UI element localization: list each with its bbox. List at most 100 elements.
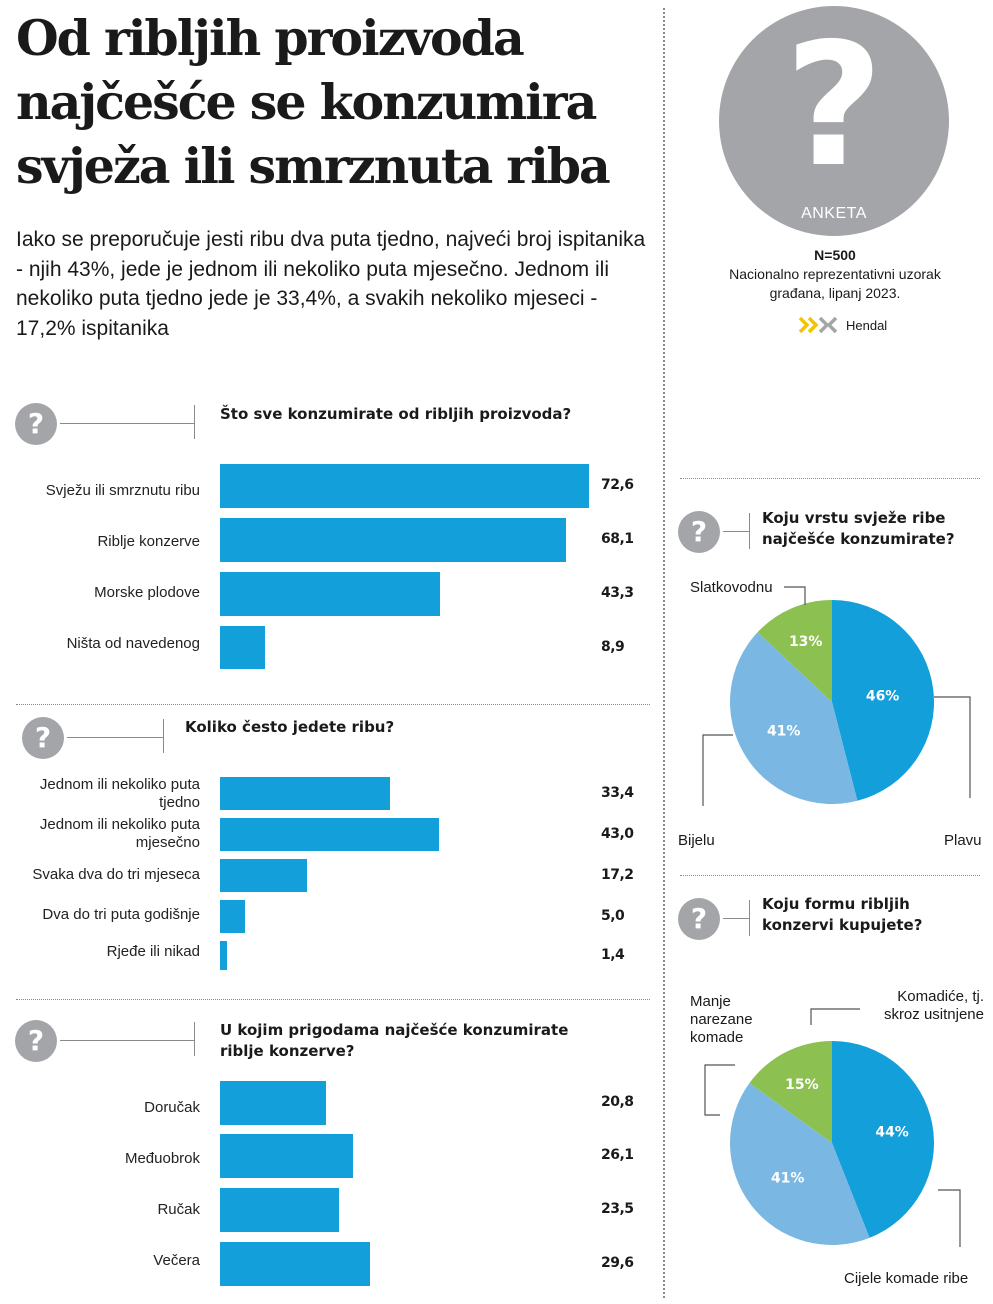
pie-slice <box>730 1083 870 1246</box>
leader-line <box>784 586 806 605</box>
bar-category-label: Međuobrok <box>124 1150 200 1167</box>
leader-line <box>934 696 971 798</box>
question-icon: ? <box>15 403 57 445</box>
pie-slice-label: 41% <box>771 1170 805 1186</box>
survey-badge-circle <box>719 6 949 236</box>
title-connector-bar <box>749 900 750 936</box>
bar <box>220 626 265 669</box>
chart-3-title: U kojim prigodama najčešće konzumirate r… <box>220 1021 569 1060</box>
bar-value-label: 29,6 <box>601 1255 634 1271</box>
leader-line <box>702 734 733 806</box>
bar-category-label: Večera <box>153 1252 200 1269</box>
pie-2: 44% 41% 15% <box>704 1008 961 1247</box>
bar-value-label: 5,0 <box>601 907 625 924</box>
bar-value-label: 8,9 <box>601 638 625 655</box>
chart-1-title: Što sve konzumirate od ribljih proizvoda… <box>220 405 572 423</box>
pie-slice <box>832 1041 935 1238</box>
headline-line-3: svježa ili smrznuta riba <box>16 137 611 195</box>
bar <box>220 1134 353 1178</box>
bar-value-label: 43,3 <box>601 585 634 601</box>
bar-value-label: 43,0 <box>601 825 634 842</box>
bar <box>220 818 439 851</box>
title-connector-bar <box>163 719 164 753</box>
sample-description-2: građana, lipanj 2023. <box>769 285 901 301</box>
bar <box>220 941 227 970</box>
pie-2-label-cijele: Cijele komade ribe <box>844 1270 969 1287</box>
sample-description-1: Nacionalno reprezentativni uzorak <box>729 266 941 282</box>
title-connector <box>723 531 750 532</box>
pie-slice-label: 15% <box>785 1077 819 1093</box>
chart-2-title: Koliko često jedete ribu? <box>185 718 395 736</box>
pie-slice <box>832 600 935 801</box>
title-connector <box>60 423 195 424</box>
leader-line <box>810 1008 860 1025</box>
lede: Iako se preporučuje jesti ribu dva puta … <box>16 228 646 340</box>
bar-category-label: Rjeđe ili nikad <box>106 943 200 960</box>
pie-2-title: Koju formu ribljih konzervi kupujete? <box>762 895 923 934</box>
pie-slice-label: 46% <box>866 689 900 705</box>
bar-category-label: Riblje konzerve <box>97 533 200 550</box>
bar-value-label: 23,5 <box>601 1201 634 1217</box>
bar <box>220 1188 339 1232</box>
bar <box>220 900 245 933</box>
title-connector <box>67 737 164 738</box>
bar-value-label: 20,8 <box>601 1094 634 1110</box>
bar-category-label: Jednom ili nekoliko puta tjedno <box>39 776 200 811</box>
bar <box>220 1242 370 1286</box>
title-connector <box>723 918 750 919</box>
title-connector-bar <box>194 1022 195 1056</box>
title-connector <box>60 1040 195 1041</box>
survey-badge-label: ANKETA <box>801 205 867 222</box>
column-divider <box>663 8 665 1298</box>
bar-category-label: Doručak <box>144 1099 200 1116</box>
bar <box>220 464 589 508</box>
pie-2-label-komadice: Komadiće, tj. skroz usitnjene <box>883 988 984 1023</box>
bar-category-label: Svaka dva do tri mjeseca <box>32 866 200 883</box>
bar-category-label: Dva do tri puta godišnje <box>42 906 200 923</box>
bar <box>220 777 390 810</box>
question-icon: ? <box>22 717 64 759</box>
pie-slice <box>730 632 858 805</box>
pie-1: 46% 41% 13% <box>702 586 971 806</box>
headline-line-1: Od ribljih proizvoda <box>16 9 525 67</box>
bar-value-label: 1,4 <box>601 946 625 963</box>
pie-1-label-slatkovodnu: Slatkovodnu <box>690 579 773 596</box>
pie-slice-label: 41% <box>767 724 801 740</box>
bar-value-label: 72,6 <box>601 477 634 493</box>
bar-category-label: Ručak <box>157 1201 200 1218</box>
pie-slice-label: 13% <box>789 634 823 650</box>
bar-value-label: 68,1 <box>601 531 634 547</box>
question-icon: ? <box>678 898 720 940</box>
question-icon: ? <box>15 1020 57 1062</box>
section-divider-3 <box>680 478 980 479</box>
section-divider-1 <box>16 704 650 705</box>
leader-line <box>938 1189 961 1247</box>
question-icon: ? <box>784 7 884 205</box>
section-divider-4 <box>680 875 980 876</box>
bar <box>220 572 440 616</box>
section-divider-2 <box>16 999 650 1000</box>
leader-line <box>704 1064 735 1116</box>
headline: Od ribljih proizvoda najčešće se konzumi… <box>16 6 656 198</box>
bar-value-label: 17,2 <box>601 866 634 883</box>
hendal-brand: Hendal <box>846 318 888 333</box>
bar-category-label: Svježu ili smrznutu ribu <box>45 482 200 499</box>
bar <box>220 518 566 562</box>
pie-1-label-bijelu: Bijelu <box>678 832 715 849</box>
sample-size: N=500 <box>814 247 856 263</box>
title-connector-bar <box>194 405 195 439</box>
pie-1-label-plavu: Plavu <box>944 832 982 849</box>
bar <box>220 1081 326 1125</box>
pie-2-label-manje: Manje narezane komade <box>690 993 753 1046</box>
bar-category-label: Jednom ili nekoliko puta mjesečno <box>39 816 200 851</box>
bar-category-label: Morske plodove <box>94 584 200 601</box>
pie-slice <box>749 1041 832 1143</box>
bar-value-label: 33,4 <box>601 784 634 801</box>
bar-category-label: Ništa od navedenog <box>66 635 200 652</box>
pie-1-title: Koju vrstu svježe ribe najčešće konzumir… <box>762 509 955 548</box>
title-connector-bar <box>749 513 750 549</box>
headline-line-2: najčešće se konzumira <box>16 73 597 131</box>
pie-slice <box>757 600 832 702</box>
pie-slice-label: 44% <box>875 1125 909 1141</box>
question-icon: ? <box>678 511 720 553</box>
